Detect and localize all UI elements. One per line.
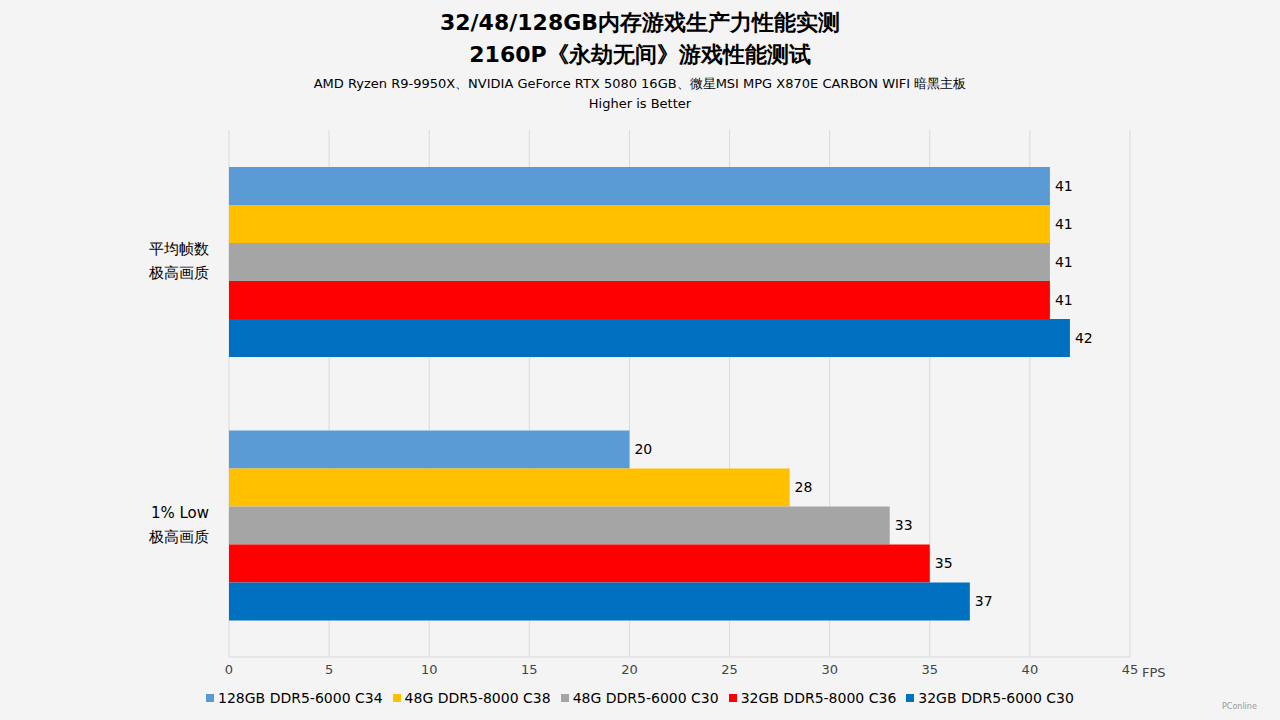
- svg-text:极高画质: 极高画质: [148, 528, 209, 546]
- svg-text:平均帧数: 平均帧数: [149, 240, 209, 258]
- svg-text:35: 35: [935, 555, 953, 571]
- svg-text:25: 25: [721, 662, 738, 677]
- html-text:32/48/128GB内存游戏生产力性能实测: 32/48/128GB内存游戏生产力性能实测: [440, 10, 840, 35]
- svg-text:45: 45: [1122, 662, 1139, 677]
- svg-text:20: 20: [634, 441, 652, 457]
- svg-text:41: 41: [1055, 216, 1073, 232]
- svg-text:30: 30: [821, 662, 838, 677]
- html-text:32GB DDR5-8000 C36: 32GB DDR5-8000 C36: [740, 690, 897, 706]
- html-text:PConline: PConline: [1222, 702, 1257, 711]
- svg-text:10: 10: [421, 662, 438, 677]
- svg-text:37: 37: [975, 593, 993, 609]
- html-text:Higher is Better: Higher is Better: [588, 96, 692, 111]
- html-text:48G DDR5-8000 C38: 48G DDR5-8000 C38: [404, 690, 551, 706]
- svg-text:35: 35: [922, 662, 939, 677]
- html-text:AMD Ryzen R9-9950X、NVIDIA GeFo: AMD Ryzen R9-9950X、NVIDIA GeForce RTX 50…: [313, 76, 967, 91]
- svg-text:15: 15: [521, 662, 538, 677]
- svg-text:41: 41: [1055, 178, 1073, 194]
- svg-text:42: 42: [1075, 330, 1093, 346]
- svg-text:41: 41: [1055, 292, 1073, 308]
- svg-text:40: 40: [1022, 662, 1039, 677]
- svg-text:极高画质: 极高画质: [148, 264, 209, 282]
- svg-text:FPS: FPS: [1142, 665, 1166, 680]
- svg-text:0: 0: [225, 662, 233, 677]
- svg-text:20: 20: [621, 662, 638, 677]
- svg-text:5: 5: [325, 662, 333, 677]
- html-text:48G DDR5-6000 C30: 48G DDR5-6000 C30: [572, 690, 719, 706]
- html-text:32GB DDR5-6000 C30: 32GB DDR5-6000 C30: [918, 690, 1074, 706]
- svg-text:1% Low: 1% Low: [151, 504, 209, 522]
- html-text:2160P《永劫无间》游戏性能测试: 2160P《永劫无间》游戏性能测试: [469, 42, 811, 67]
- svg-text:28: 28: [795, 479, 813, 495]
- svg-text:41: 41: [1055, 254, 1073, 270]
- svg-text:33: 33: [895, 517, 913, 533]
- html-text:128GB DDR5-6000 C34: 128GB DDR5-6000 C34: [218, 690, 383, 706]
